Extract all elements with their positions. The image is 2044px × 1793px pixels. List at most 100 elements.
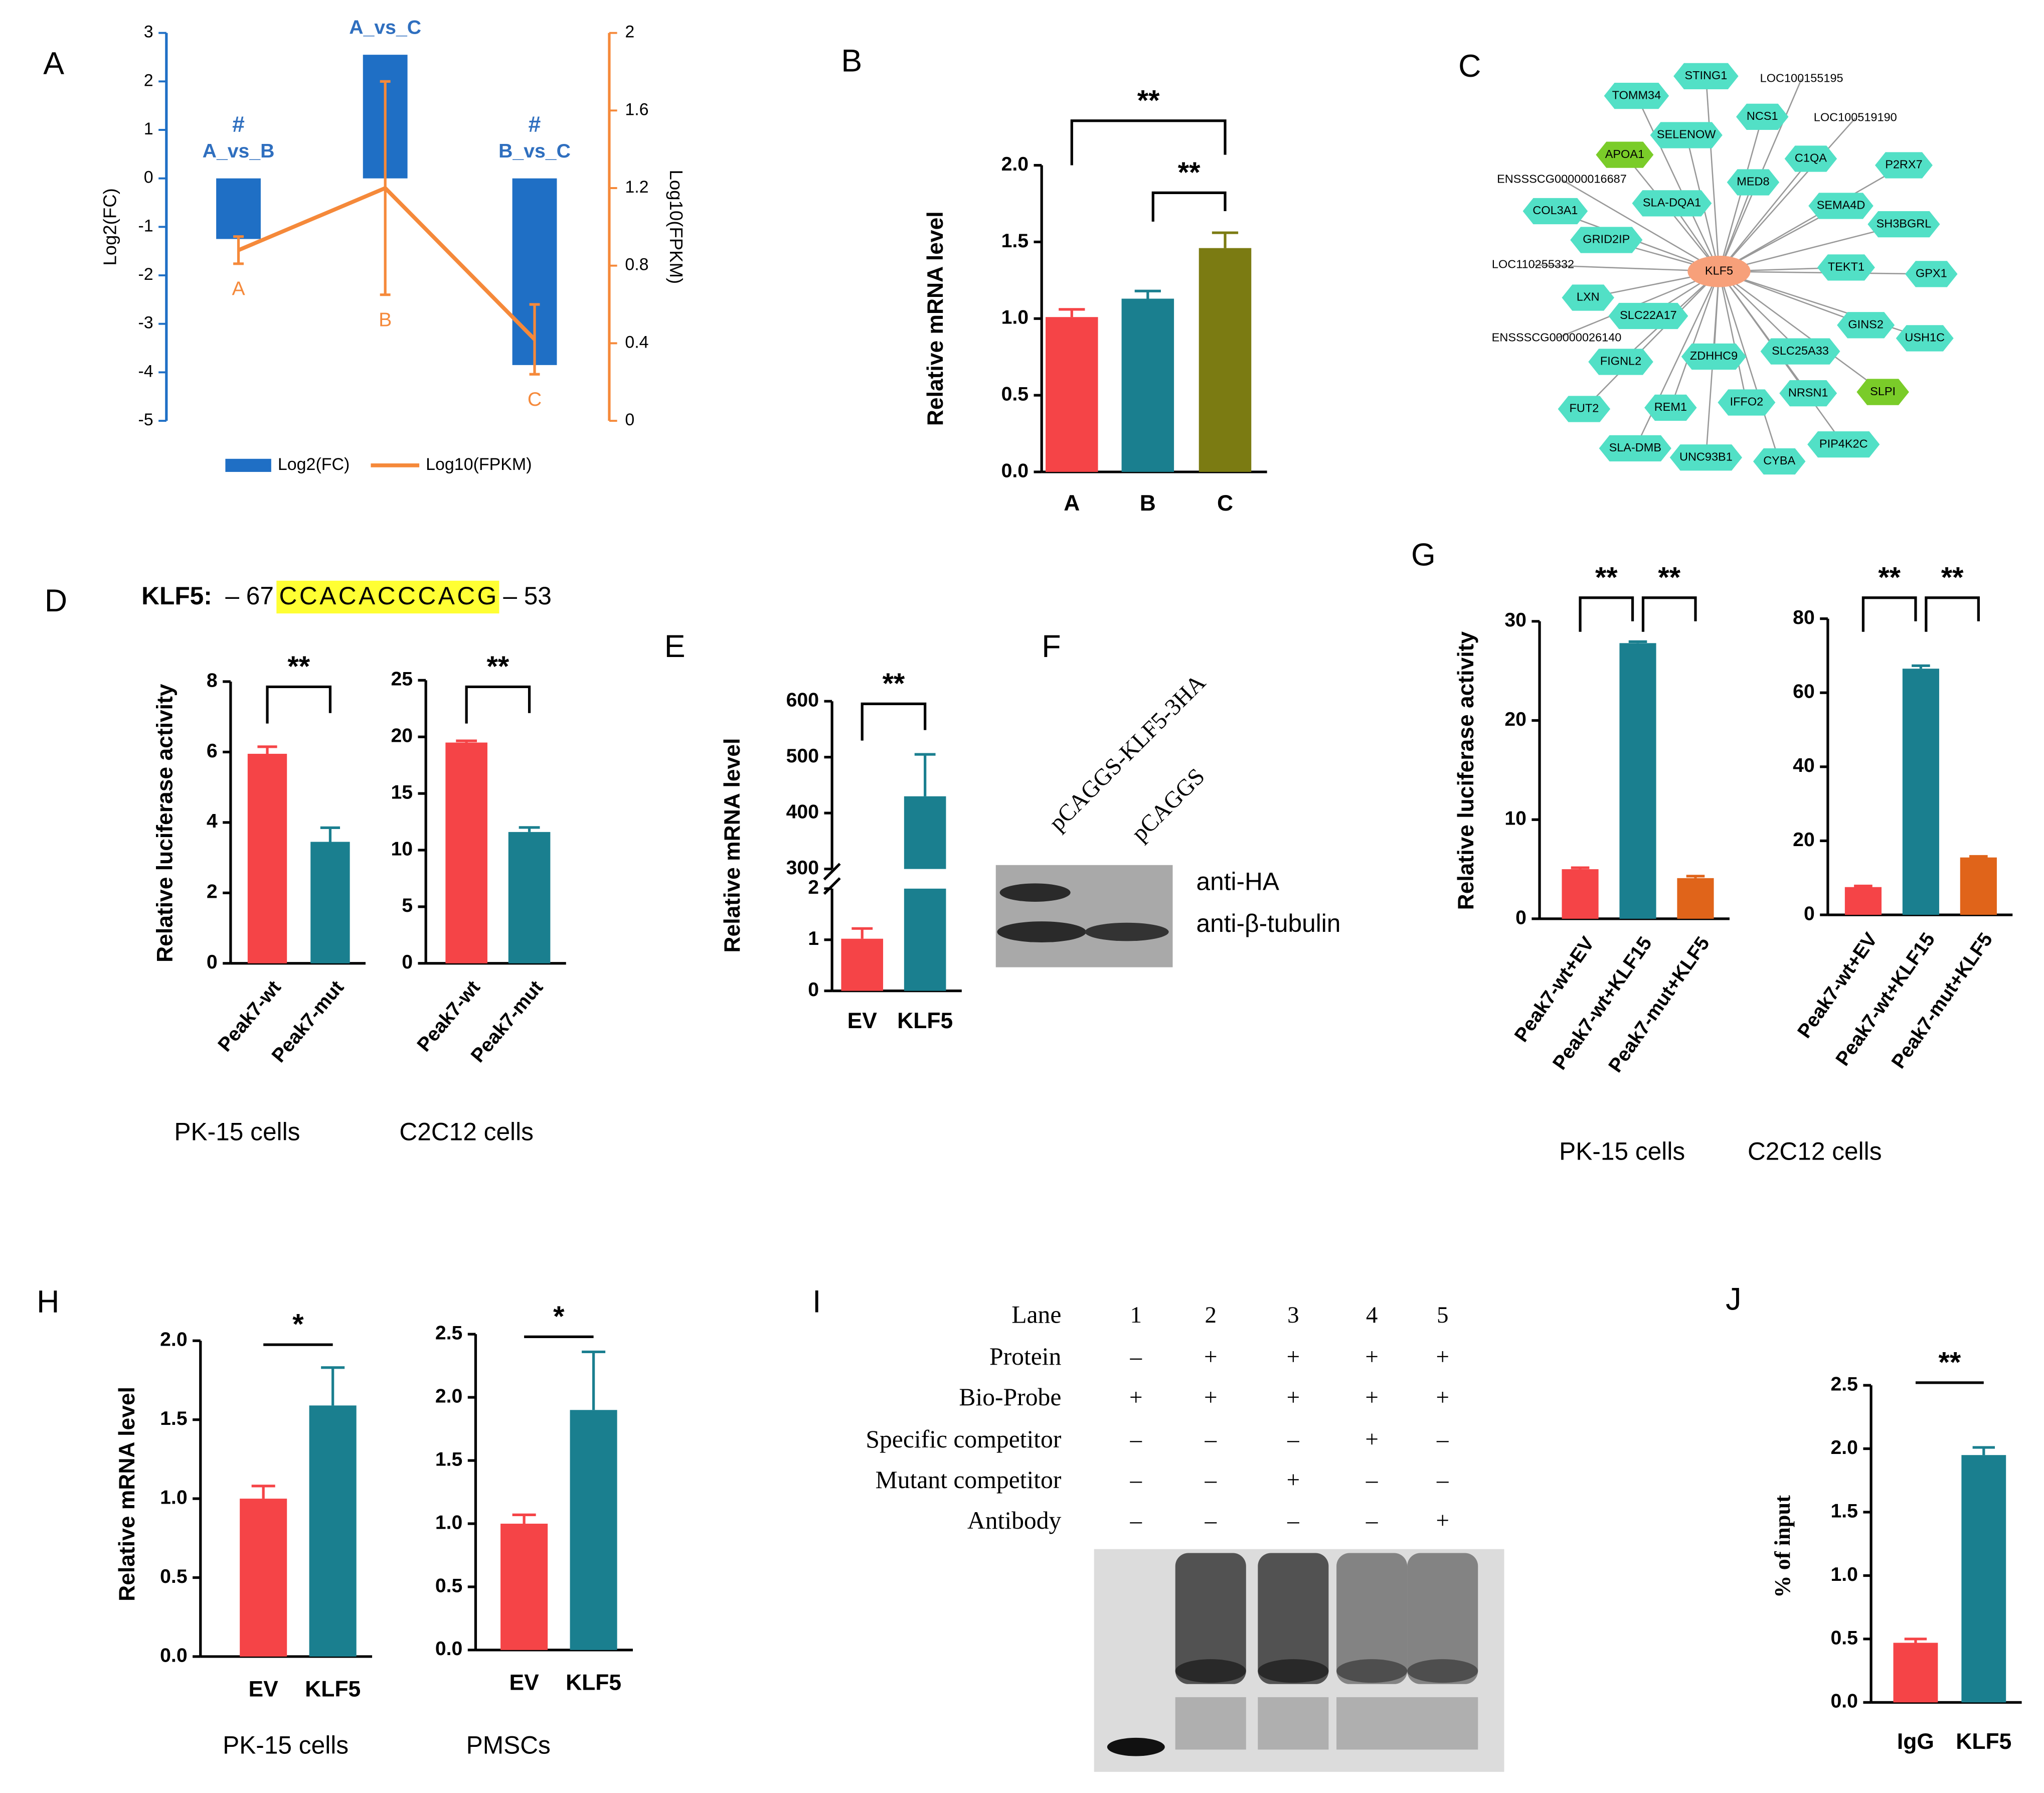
blot-band-label: anti-β-tubulin xyxy=(1197,909,1341,937)
bar xyxy=(1046,317,1098,472)
bar xyxy=(240,1499,287,1657)
y-tick-label: 0 xyxy=(808,979,819,1001)
y-tick-label: 0.0 xyxy=(160,1645,187,1666)
emsa-cell: + xyxy=(1287,1344,1300,1370)
y-tick-label: 1.0 xyxy=(435,1512,462,1533)
edge xyxy=(1705,76,1720,272)
significance-bracket xyxy=(1070,119,1227,166)
significance-label: ** xyxy=(287,650,310,683)
error-bar xyxy=(1628,640,1647,643)
gel-smear xyxy=(1407,1697,1478,1750)
node xyxy=(1727,169,1780,196)
emsa-cell: – xyxy=(1130,1426,1142,1452)
significance-bracket xyxy=(1861,596,1917,632)
significance-label: ** xyxy=(1878,561,1901,593)
error-bar xyxy=(582,1350,606,1410)
y-tick-label: 2.0 xyxy=(160,1329,187,1351)
y-tick-label: 0 xyxy=(207,951,218,973)
error-bar xyxy=(1854,884,1872,888)
bar xyxy=(1902,669,1939,915)
significance-label: ** xyxy=(1137,84,1160,116)
y-tick-label: 8 xyxy=(207,670,218,691)
node-label: LOC100519190 xyxy=(1814,111,1897,124)
error-bar xyxy=(519,826,540,832)
y2-tick-label: 1.2 xyxy=(625,178,648,197)
gel-band xyxy=(1258,1659,1329,1683)
node xyxy=(1644,394,1697,421)
node xyxy=(1736,103,1789,130)
error-bar xyxy=(257,745,277,754)
y-tick-label: 60 xyxy=(1793,681,1815,703)
center-node xyxy=(1687,255,1751,287)
x-tick-label: KLF5 xyxy=(566,1671,621,1695)
node xyxy=(1650,122,1723,148)
panel-label: I xyxy=(812,1284,821,1320)
y-tick-label: -3 xyxy=(138,313,153,333)
emsa-row-label: Bio-Probe xyxy=(959,1383,1061,1411)
blot-band-label: anti-HA xyxy=(1197,867,1279,895)
gel-smear xyxy=(1258,1697,1329,1750)
emsa-cell: + xyxy=(1436,1508,1449,1534)
node-label: FUT2 xyxy=(1570,402,1599,415)
bar xyxy=(216,178,261,239)
sequence-start: – 67 xyxy=(225,582,274,610)
emsa-cell: 5 xyxy=(1437,1302,1449,1328)
node xyxy=(1817,254,1875,281)
node-label: ENSSSCG00000026140 xyxy=(1492,331,1622,344)
emsa-cell: – xyxy=(1130,1344,1142,1370)
emsa-cell: 4 xyxy=(1366,1302,1378,1328)
edge xyxy=(1583,271,1720,410)
panel-label: F xyxy=(1042,629,1061,664)
y-tick-label: 5 xyxy=(402,895,413,916)
emsa-row-label: Protein xyxy=(989,1343,1062,1370)
significance-label: * xyxy=(292,1309,304,1341)
error-bar xyxy=(380,80,391,296)
y-tick-label: 0 xyxy=(144,168,153,187)
y-tick-label: 0.5 xyxy=(160,1566,187,1587)
y-tick-label: 2 xyxy=(207,881,218,903)
x-tick-label: EV xyxy=(249,1677,279,1702)
error-bar xyxy=(1912,664,1930,669)
y-tick-label: 0 xyxy=(402,951,413,973)
point-label: A xyxy=(232,278,245,299)
y-tick-label: 1.5 xyxy=(1001,230,1029,252)
node xyxy=(1896,325,1954,352)
bar xyxy=(1199,248,1252,472)
legend-label: Log2(FC) xyxy=(278,455,350,474)
edge xyxy=(1636,95,1720,272)
node xyxy=(1779,380,1837,407)
node xyxy=(1673,63,1739,90)
edge xyxy=(1561,179,1720,272)
node xyxy=(1632,190,1712,217)
y2-tick-label: 0.8 xyxy=(625,255,648,274)
emsa-cell: + xyxy=(1204,1344,1218,1370)
panel-label: E xyxy=(664,629,686,664)
significance-bracket xyxy=(1151,191,1227,222)
gel-smear xyxy=(1336,1697,1408,1750)
y-tick-label: 3 xyxy=(144,23,153,42)
node-label: ENSSSCG00000016687 xyxy=(1497,172,1627,185)
edge xyxy=(1719,271,1884,393)
bar xyxy=(1960,857,1997,915)
significance-label: ** xyxy=(487,650,509,683)
node-label: SLC22A17 xyxy=(1620,308,1677,321)
bar xyxy=(247,753,287,963)
node-label: GINS2 xyxy=(1848,318,1884,331)
y-tick-label: 15 xyxy=(391,781,413,803)
bar xyxy=(904,888,946,991)
panel-label: H xyxy=(37,1284,59,1320)
y-tick-label: -5 xyxy=(138,410,153,429)
y2-tick-label: 1.6 xyxy=(625,100,648,119)
x-axis-label: C2C12 cells xyxy=(399,1118,534,1146)
bar xyxy=(1677,878,1714,919)
emsa-row-label: Lane xyxy=(1011,1301,1061,1329)
x-tick-label: KLF5 xyxy=(1956,1729,2011,1754)
blot-band xyxy=(997,921,1087,942)
y-tick-label: 0.5 xyxy=(1830,1627,1857,1649)
emsa-cell: – xyxy=(1287,1426,1299,1452)
y2-tick-label: 0.4 xyxy=(625,333,648,352)
emsa-cell: + xyxy=(1365,1426,1379,1452)
bar xyxy=(309,1405,357,1657)
error-bar xyxy=(1134,289,1161,299)
